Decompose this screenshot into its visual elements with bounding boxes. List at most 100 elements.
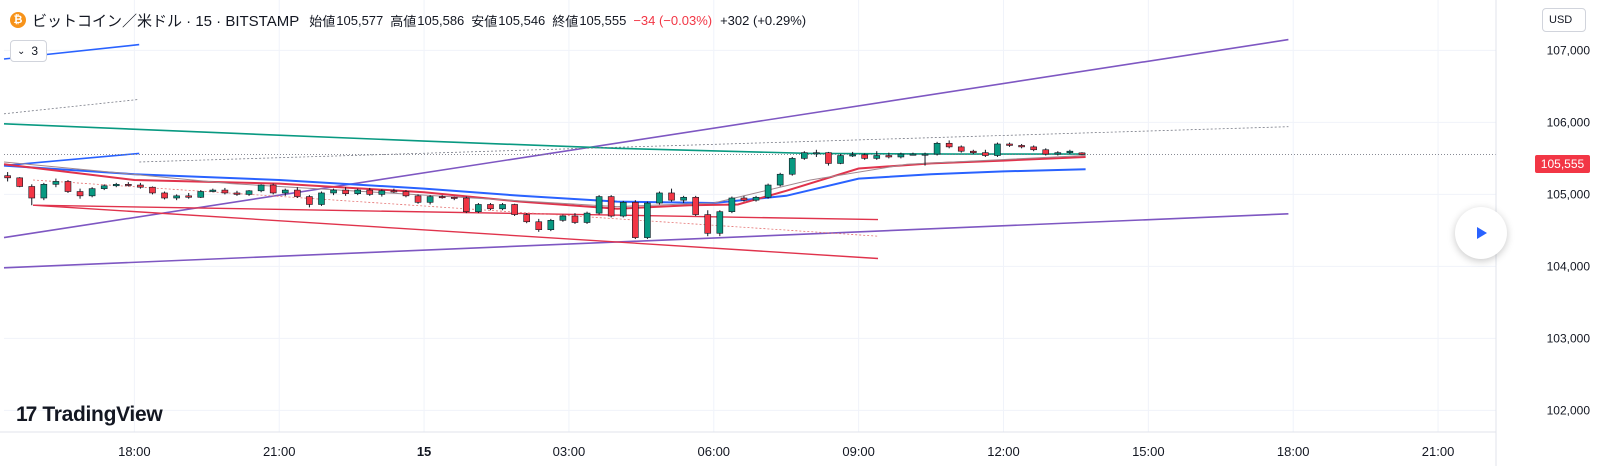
x-tick-label: 18:00: [118, 444, 151, 459]
candle: [125, 182, 132, 187]
candle: [994, 142, 1001, 157]
y-tick-label: 102,000: [1547, 403, 1591, 417]
candle-body: [1018, 145, 1025, 148]
symbol-title[interactable]: ビットコイン／米ドル · 15 · BITSTAMP: [32, 12, 300, 30]
candle-body: [137, 184, 144, 188]
candle-body: [1042, 149, 1050, 155]
candle: [849, 151, 856, 157]
candle: [330, 188, 337, 196]
candle: [414, 194, 422, 204]
candle: [656, 191, 663, 205]
candle-body: [221, 189, 229, 194]
currency-button[interactable]: USD: [1542, 8, 1586, 32]
tradingview-logo[interactable]: 17 TradingView: [16, 403, 163, 427]
candle: [873, 151, 881, 160]
candle-body: [595, 196, 603, 214]
candle: [378, 189, 386, 197]
candle: [825, 151, 832, 166]
candle-body: [607, 196, 615, 217]
trend-line: [3, 213, 1289, 269]
x-tick-label: 15: [417, 444, 431, 459]
candle-body: [668, 192, 675, 201]
candle: [112, 182, 120, 188]
bitcoin-icon: ₿: [10, 12, 26, 28]
candle: [909, 152, 917, 156]
candle-body: [764, 184, 772, 198]
candle: [463, 196, 470, 214]
candle-body: [740, 197, 748, 201]
x-tick-label: 21:00: [1422, 444, 1455, 459]
candle-body: [100, 185, 108, 189]
x-tick-label: 18:00: [1277, 444, 1310, 459]
candle: [1078, 152, 1086, 156]
candle-body: [197, 191, 205, 198]
candle: [487, 203, 494, 211]
candle: [1006, 142, 1013, 147]
candle-body: [185, 195, 192, 198]
candle: [426, 195, 434, 205]
candle: [861, 153, 868, 160]
candle: [306, 195, 313, 208]
ohlc-open-label: 始値: [309, 13, 336, 29]
candle: [1042, 148, 1050, 156]
trend-line: [3, 99, 140, 115]
ohlc-low-value: 105,546: [498, 12, 546, 28]
candle: [704, 210, 712, 237]
candle: [1018, 144, 1025, 149]
candle: [813, 149, 820, 157]
candle: [450, 196, 458, 201]
candle-body: [801, 152, 808, 159]
candle: [100, 184, 108, 191]
candle-body: [776, 173, 784, 186]
ohlc-high-label: 高値: [390, 13, 417, 29]
candle: [957, 145, 965, 153]
candle: [52, 178, 60, 188]
candle: [76, 188, 84, 199]
candle-body: [813, 152, 820, 155]
candle-body: [330, 189, 337, 194]
candle-body: [825, 152, 832, 164]
candle-body: [257, 184, 265, 192]
x-tick-label: 21:00: [263, 444, 296, 459]
candle: [197, 190, 205, 198]
trend-line: [32, 204, 879, 260]
x-tick-label: 03:00: [553, 444, 586, 459]
candle-body: [450, 196, 458, 199]
drawing-lines: [3, 38, 1496, 269]
candle-body: [414, 195, 422, 203]
replay-play-button[interactable]: [1455, 207, 1507, 259]
candle: [161, 191, 168, 200]
candle: [547, 218, 555, 232]
candle: [680, 195, 687, 204]
candle-body: [475, 204, 482, 212]
candle-body: [632, 202, 639, 238]
candle-body: [692, 196, 699, 215]
play-icon: [1477, 227, 1487, 239]
candle-body: [680, 196, 687, 201]
candles: [4, 140, 1086, 240]
candle: [40, 182, 48, 201]
candle-body: [583, 212, 591, 223]
candle-body: [752, 196, 760, 201]
candle-body: [173, 195, 180, 199]
candle-body: [16, 177, 23, 187]
tradingview-logo-text: TradingView: [42, 403, 163, 426]
indicators-toggle-button[interactable]: ⌄ 3: [10, 40, 48, 62]
candle-body: [487, 204, 494, 210]
candle: [933, 141, 941, 156]
candle-body: [52, 181, 60, 185]
candle-body: [933, 142, 941, 155]
candle-body: [547, 220, 555, 230]
candle-body: [463, 197, 470, 212]
chevron-down-icon: ⌄: [17, 45, 26, 57]
candle: [535, 218, 543, 232]
candle-body: [945, 142, 953, 148]
candle-body: [269, 184, 277, 194]
trend-line: [32, 204, 879, 221]
candle: [438, 195, 446, 199]
candle: [716, 210, 724, 237]
candle: [366, 187, 374, 196]
